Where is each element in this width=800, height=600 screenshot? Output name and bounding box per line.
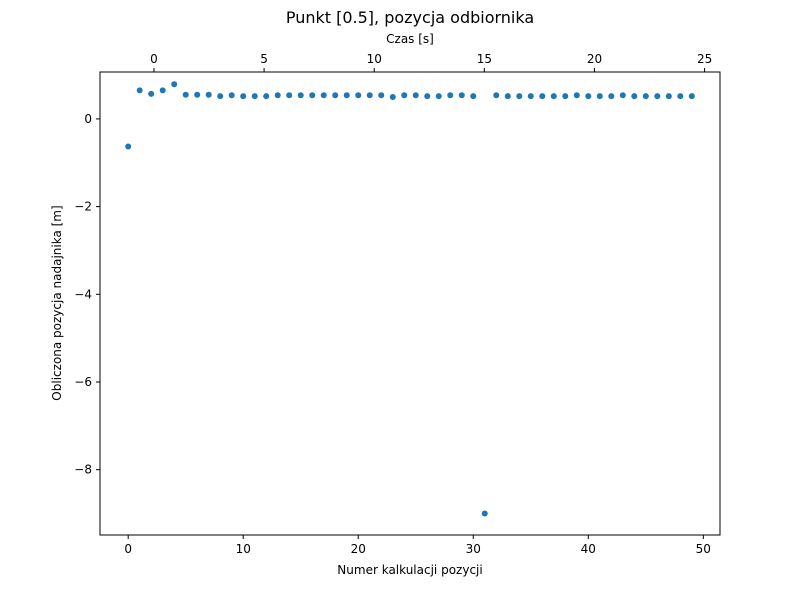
- data-point: [263, 93, 270, 100]
- y-axis-label: Obliczona pozycja nadajnika [m]: [50, 205, 64, 400]
- plot-frame: [99, 71, 721, 536]
- data-point: [481, 510, 488, 517]
- data-point: [654, 93, 661, 100]
- data-point: [343, 92, 350, 99]
- y-tick-label: 0: [84, 112, 92, 126]
- data-point: [274, 92, 281, 99]
- data-point: [297, 92, 304, 99]
- data-point: [205, 91, 212, 98]
- x-tick-label: 40: [581, 542, 596, 556]
- data-point: [136, 87, 143, 94]
- data-point: [516, 93, 523, 100]
- x-tick-label: 30: [466, 542, 481, 556]
- data-point: [217, 93, 224, 100]
- x-tick-label: 50: [696, 542, 711, 556]
- data-point: [493, 92, 500, 99]
- data-point: [412, 92, 419, 99]
- x-tick-label: 20: [351, 542, 366, 556]
- x-tick-label: 0: [124, 542, 132, 556]
- data-point: [228, 92, 235, 99]
- data-point: [309, 92, 316, 99]
- data-point: [550, 93, 557, 100]
- data-point: [585, 93, 592, 100]
- data-point: [470, 93, 477, 100]
- y-tick-label: −6: [74, 375, 92, 389]
- data-point: [401, 92, 408, 99]
- data-point: [366, 92, 373, 99]
- top-tick-label: 25: [697, 52, 712, 66]
- top-tick-label: 10: [367, 52, 382, 66]
- top-tick-label: 15: [477, 52, 492, 66]
- data-point: [631, 93, 638, 100]
- data-point: [688, 93, 695, 100]
- top-tick-label: 0: [150, 52, 158, 66]
- x-tick-label: 10: [236, 542, 251, 556]
- y-tick-label: −2: [74, 200, 92, 214]
- data-point: [424, 93, 431, 100]
- top-axis-label: Czas [s]: [386, 32, 434, 46]
- data-point: [378, 92, 385, 99]
- data-point: [665, 93, 672, 100]
- data-point: [596, 93, 603, 100]
- data-point: [355, 92, 362, 99]
- data-point: [539, 93, 546, 100]
- data-point: [619, 92, 626, 99]
- data-point: [504, 93, 511, 100]
- data-point: [171, 81, 178, 88]
- data-point: [251, 93, 258, 100]
- chart-title: Punkt [0.5], pozycja odbiornika: [286, 8, 534, 27]
- data-point: [159, 87, 166, 94]
- data-point: [642, 93, 649, 100]
- x-axis-label: Numer kalkulacji pozycji: [337, 563, 482, 577]
- data-point: [573, 92, 580, 99]
- data-point: [182, 91, 189, 98]
- data-point: [148, 90, 155, 97]
- data-point: [458, 92, 465, 99]
- data-point: [527, 93, 534, 100]
- data-point: [677, 93, 684, 100]
- data-point: [435, 93, 442, 100]
- data-point: [447, 92, 454, 99]
- top-tick-label: 5: [260, 52, 268, 66]
- top-tick-label: 20: [587, 52, 602, 66]
- data-point: [194, 91, 201, 98]
- data-point: [320, 92, 327, 99]
- data-point: [389, 93, 396, 100]
- data-point: [240, 93, 247, 100]
- data-point: [332, 92, 339, 99]
- data-point: [286, 92, 293, 99]
- data-point: [125, 143, 132, 150]
- y-tick-label: −4: [74, 287, 92, 301]
- data-point: [608, 93, 615, 100]
- y-tick-label: −8: [74, 463, 92, 477]
- data-point: [562, 93, 569, 100]
